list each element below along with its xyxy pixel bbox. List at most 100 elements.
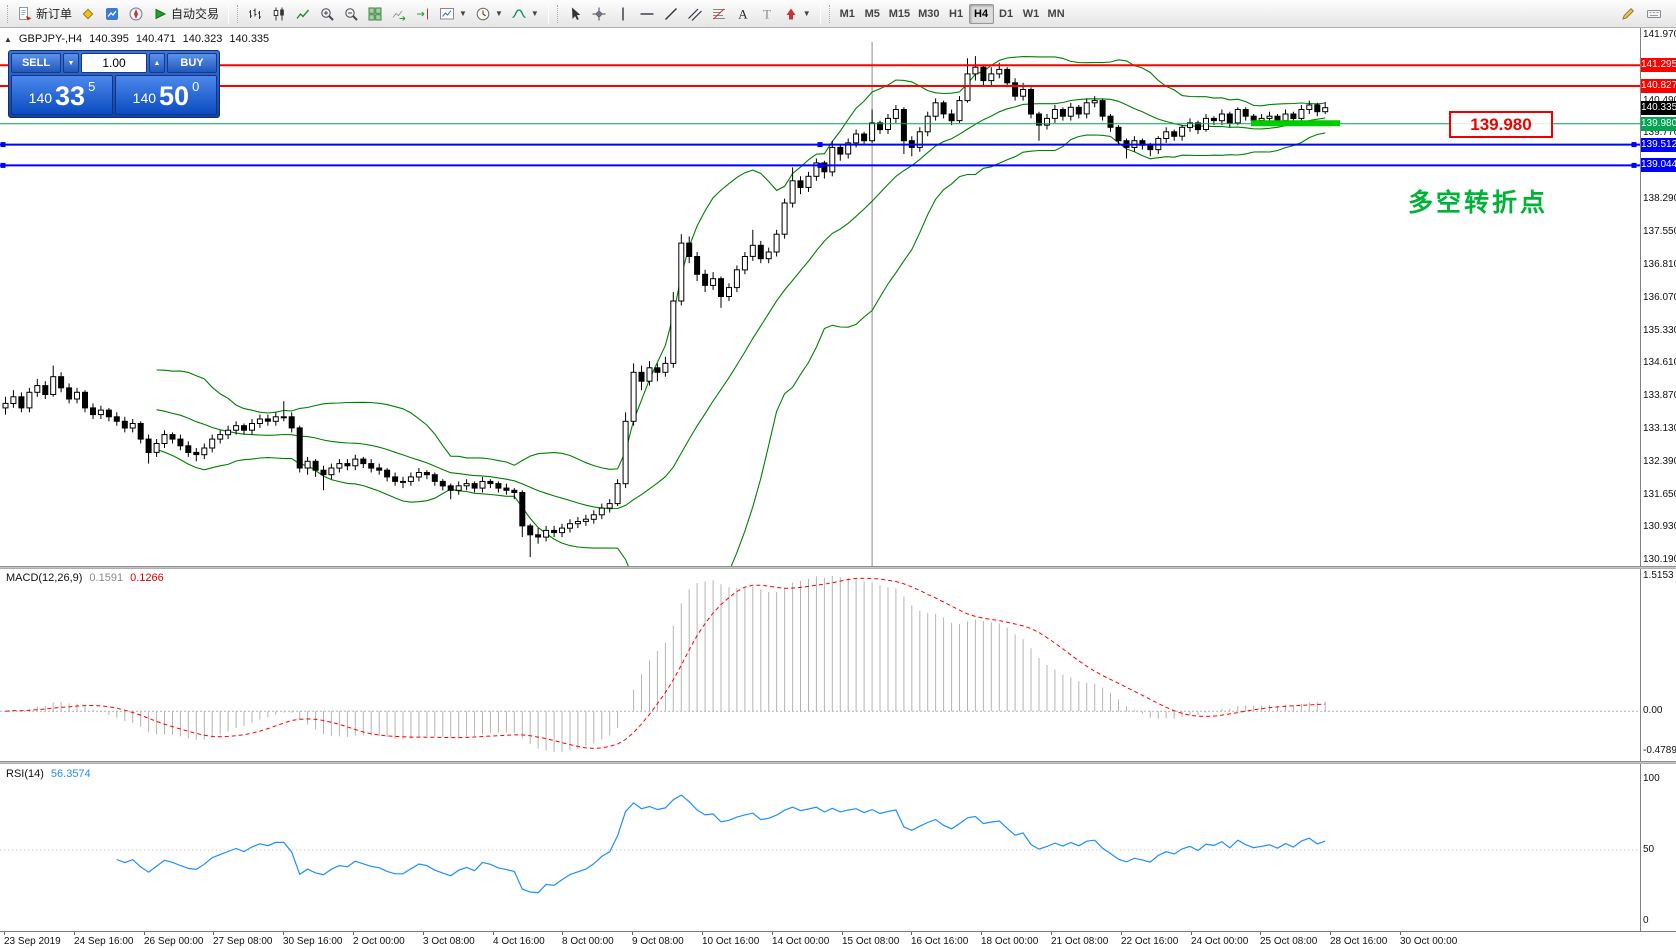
timeframe-m30[interactable]: M30 bbox=[914, 4, 943, 24]
buy-price-button[interactable]: 140 50 0 bbox=[115, 75, 217, 115]
tile-windows-button[interactable] bbox=[363, 2, 387, 26]
metaeditor-button[interactable] bbox=[76, 2, 100, 26]
trendline-icon bbox=[663, 6, 679, 22]
fibonacci-button[interactable] bbox=[707, 2, 731, 26]
macd-indicator-label: MACD(12,26,9) 0.1591 0.1266 bbox=[6, 572, 164, 584]
rsi-scale-100: 100 bbox=[1643, 773, 1660, 784]
lot-decrease-button[interactable]: ▼ bbox=[63, 53, 79, 73]
time-scale-label: 4 Oct 16:00 bbox=[493, 936, 545, 947]
trade-panel-collapse-icon[interactable]: ▲ bbox=[4, 34, 12, 44]
lot-increase-button[interactable]: ▲ bbox=[149, 53, 165, 73]
price-tag: 139.980 bbox=[1641, 117, 1676, 131]
sell-price-pips: 33 bbox=[55, 81, 86, 111]
panel-separator-macd[interactable] bbox=[0, 566, 1676, 569]
timeframe-w1[interactable]: W1 bbox=[1019, 4, 1044, 24]
auto-scroll-button[interactable] bbox=[387, 2, 411, 26]
price-scale-label: 140.490 bbox=[1643, 95, 1676, 106]
autotrading-button[interactable]: 自动交易 bbox=[148, 2, 223, 26]
svg-text:T: T bbox=[763, 6, 771, 21]
text-button[interactable]: A bbox=[731, 2, 755, 26]
trendline-button[interactable] bbox=[659, 2, 683, 26]
turning-point-note[interactable]: 多空转折点 bbox=[1408, 189, 1549, 217]
vertical-line-button[interactable] bbox=[611, 2, 635, 26]
market-watch-icon bbox=[104, 6, 120, 22]
chart-shift-button[interactable] bbox=[411, 2, 435, 26]
line-selection-handle bbox=[817, 162, 823, 168]
autotrading-icon bbox=[152, 6, 168, 22]
new-order-button[interactable]: 新订单 bbox=[13, 2, 76, 26]
time-tick bbox=[1260, 932, 1261, 935]
bar-chart-icon bbox=[247, 6, 263, 22]
horizontal-line-button[interactable] bbox=[635, 2, 659, 26]
zoom-out-button[interactable] bbox=[339, 2, 363, 26]
indicators-button[interactable]: ▼ bbox=[507, 2, 543, 26]
time-scale-label: 30 Oct 00:00 bbox=[1400, 936, 1458, 947]
text-label-button[interactable]: T bbox=[755, 2, 779, 26]
price-scale-label: 135.330 bbox=[1643, 325, 1676, 336]
auto-scroll-icon bbox=[391, 6, 407, 22]
crosshair-button[interactable] bbox=[587, 2, 611, 26]
timeframe-h1[interactable]: H1 bbox=[944, 4, 969, 24]
periods-icon bbox=[475, 6, 491, 22]
sell-price-button[interactable]: 140 33 5 bbox=[11, 75, 113, 115]
rsi-panel[interactable] bbox=[0, 764, 1640, 931]
new-chart-button[interactable]: ▼ bbox=[435, 2, 471, 26]
line-chart-button[interactable] bbox=[291, 2, 315, 26]
bar-chart-button[interactable] bbox=[243, 2, 267, 26]
bollinger-middle-band bbox=[156, 98, 1326, 510]
macd-signal-line bbox=[5, 577, 1326, 749]
timeframe-m5[interactable]: M5 bbox=[860, 4, 885, 24]
timeframe-m1[interactable]: M1 bbox=[835, 4, 860, 24]
macd-panel[interactable] bbox=[0, 569, 1640, 761]
text-icon: A bbox=[735, 6, 751, 22]
macd-scale-min: -0.4789 bbox=[1643, 745, 1676, 756]
timeframe-d1[interactable]: D1 bbox=[994, 4, 1019, 24]
price-annotation-box[interactable]: 139.980 bbox=[1449, 111, 1553, 138]
line-chart-icon bbox=[295, 6, 311, 22]
cursor-button[interactable] bbox=[563, 2, 587, 26]
bar-open-value: 140.395 bbox=[89, 33, 129, 45]
main-price-chart[interactable] bbox=[0, 28, 1640, 566]
pencil-button[interactable] bbox=[1616, 2, 1640, 26]
macd-main-value: 0.1591 bbox=[89, 572, 124, 584]
time-scale-label: 16 Oct 16:00 bbox=[911, 936, 969, 947]
price-scale-label: 131.650 bbox=[1643, 489, 1676, 500]
price-tag: 140.335 bbox=[1641, 101, 1676, 115]
buy-button[interactable]: BUY bbox=[167, 53, 217, 73]
market-watch-button[interactable] bbox=[100, 2, 124, 26]
buy-price-main: 140 bbox=[132, 90, 157, 106]
toolbar-separator bbox=[228, 3, 230, 24]
price-scale-label: 134.610 bbox=[1643, 357, 1676, 368]
sell-button[interactable]: SELL bbox=[11, 53, 61, 73]
zoom-in-button[interactable] bbox=[315, 2, 339, 26]
time-tick bbox=[4, 932, 5, 935]
macd-signal-value: 0.1266 bbox=[130, 572, 164, 584]
ime-button[interactable] bbox=[1642, 2, 1666, 26]
price-scale-label: 133.130 bbox=[1643, 423, 1676, 434]
timeframe-mn[interactable]: MN bbox=[1044, 4, 1069, 24]
lot-size-input[interactable] bbox=[81, 53, 147, 73]
buy-price-frac: 0 bbox=[192, 79, 200, 94]
macd-scale-max: 1.5153 bbox=[1643, 570, 1674, 581]
time-tick bbox=[911, 932, 912, 935]
navigator-button[interactable] bbox=[124, 2, 148, 26]
navigator-icon bbox=[128, 6, 144, 22]
time-scale[interactable]: 23 Sep 2019 24 Sep 16:00 26 Sep 00:00 27 Se… bbox=[0, 931, 1676, 948]
timeframe-m15[interactable]: M15 bbox=[885, 4, 914, 24]
equidistant-channel-button[interactable] bbox=[683, 2, 707, 26]
time-tick bbox=[842, 932, 843, 935]
candlestick-chart-button[interactable] bbox=[267, 2, 291, 26]
chart-shift-icon bbox=[415, 6, 431, 22]
arrows-button[interactable]: ▼ bbox=[779, 2, 815, 26]
zoom-in-icon bbox=[319, 6, 335, 22]
periods-button[interactable]: ▼ bbox=[471, 2, 507, 26]
panel-separator-rsi[interactable] bbox=[0, 761, 1676, 764]
price-scale[interactable]: 141.970 140.490 139.770 138.290 137.550 136.8… bbox=[1640, 28, 1676, 931]
new-chart-icon bbox=[439, 6, 455, 22]
time-scale-label: 24 Oct 00:00 bbox=[1191, 936, 1249, 947]
metaeditor-icon bbox=[80, 6, 96, 22]
time-tick bbox=[981, 932, 982, 935]
time-tick bbox=[1121, 932, 1122, 935]
macd-histogram bbox=[12, 576, 1326, 752]
timeframe-h4[interactable]: H4 bbox=[968, 3, 994, 24]
